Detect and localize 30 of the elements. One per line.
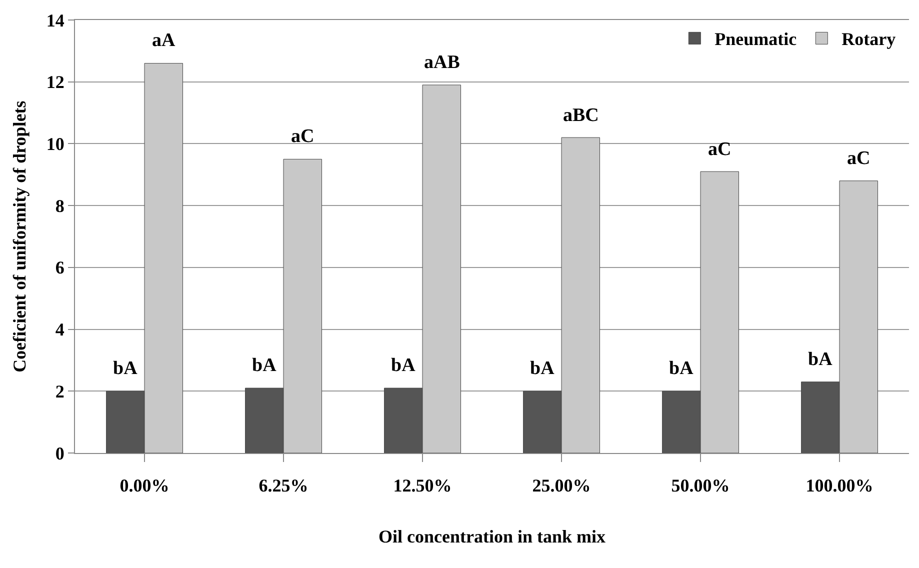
annotation: aAB xyxy=(424,52,460,73)
y-tick-label: 4 xyxy=(55,320,64,340)
x-tick-label: 100.00% xyxy=(806,476,874,496)
annotation: aC xyxy=(708,139,732,160)
x-tick-label: 25.00% xyxy=(532,476,591,496)
annotation: aC xyxy=(847,148,870,169)
x-tick-label: 0.00% xyxy=(120,476,170,496)
legend-label: Rotary xyxy=(842,29,896,50)
annotation: aC xyxy=(291,126,314,147)
y-axis-title: Coeficient of uniformity of droplets xyxy=(10,100,30,372)
annotation: bA xyxy=(113,358,138,379)
annotation: bA xyxy=(252,355,277,376)
annotation: bA xyxy=(808,349,833,370)
legend-label: Pneumatic xyxy=(714,29,797,50)
x-axis-title: Oil concentration in tank mix xyxy=(378,526,606,547)
y-tick-label: 8 xyxy=(55,196,64,216)
y-tick-label: 0 xyxy=(55,443,64,464)
annotation: bA xyxy=(669,358,694,379)
y-tick-label: 6 xyxy=(55,258,64,278)
x-tick-label: 50.00% xyxy=(671,476,730,496)
x-tick-label: 12.50% xyxy=(393,476,452,496)
annotation: bA xyxy=(530,358,555,379)
annotation: bA xyxy=(391,355,416,376)
x-tick-label: 6.25% xyxy=(258,476,308,496)
y-tick-label: 14 xyxy=(46,10,64,30)
y-tick-label: 10 xyxy=(46,134,64,154)
annotation: aBC xyxy=(563,105,599,126)
annotation: aA xyxy=(152,30,176,51)
y-tick-label: 12 xyxy=(46,72,64,92)
y-tick-label: 2 xyxy=(55,381,64,402)
